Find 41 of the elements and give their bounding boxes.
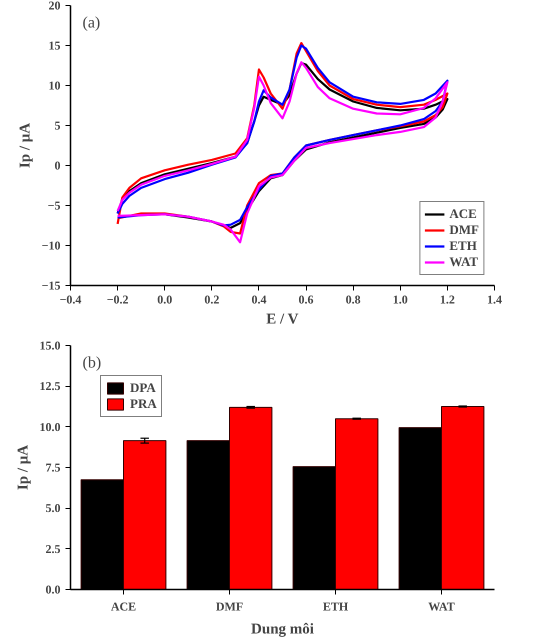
- x-tick-label: −0.2: [106, 292, 129, 306]
- x-tick-label: 0.6: [298, 292, 314, 306]
- legend-label: ACE: [449, 206, 477, 222]
- legend-label: DMF: [449, 222, 479, 238]
- x-axis-title: Dung môi: [251, 622, 314, 638]
- x-tick-label: ETH: [322, 600, 349, 614]
- y-tick-label: 5.0: [46, 501, 60, 516]
- x-axis-title: E / V: [266, 312, 299, 328]
- y-tick-label: −5: [48, 198, 61, 212]
- y-tick-label: 15.0: [40, 338, 60, 352]
- y-tick-label: 5: [54, 118, 60, 132]
- legend-label: ETH: [449, 238, 477, 254]
- y-tick-label: 2.5: [46, 542, 60, 556]
- y-tick-label: 0.0: [46, 582, 60, 596]
- annotation: (b): [82, 354, 102, 372]
- y-axis-title: Ip / μA: [18, 122, 34, 168]
- y-tick-label: 20: [48, 0, 60, 12]
- x-tick-label: 0.2: [204, 292, 220, 306]
- annotation: (a): [82, 14, 100, 32]
- y-tick-label: 0: [54, 158, 60, 172]
- x-tick-label: WAT: [428, 600, 455, 614]
- x-tick-label: 0.8: [346, 292, 361, 306]
- y-tick-label: −15: [42, 278, 61, 292]
- y-tick-label: 10.0: [40, 420, 60, 434]
- legend-label: WAT: [449, 254, 478, 270]
- legend-label: DPA: [130, 380, 156, 396]
- y-axis-title: Ip / μA: [16, 444, 32, 490]
- x-tick-label: DMF: [216, 600, 244, 614]
- y-tick-label: 10: [48, 78, 60, 92]
- x-tick-label: −0.4: [60, 292, 82, 306]
- x-tick-label: 0.0: [157, 292, 172, 306]
- y-tick-label: −10: [42, 238, 61, 252]
- x-tick-label: 1.2: [440, 292, 455, 306]
- x-tick-label: 0.4: [251, 292, 266, 306]
- y-tick-label: 12.5: [40, 379, 60, 394]
- y-tick-label: 15: [48, 38, 60, 52]
- x-tick-label: ACE: [110, 600, 136, 614]
- legend-label: PRA: [130, 396, 157, 412]
- x-tick-label: 1.0: [392, 292, 408, 306]
- y-tick-label: 7.5: [46, 460, 60, 474]
- x-tick-label: 1.4: [487, 292, 502, 306]
